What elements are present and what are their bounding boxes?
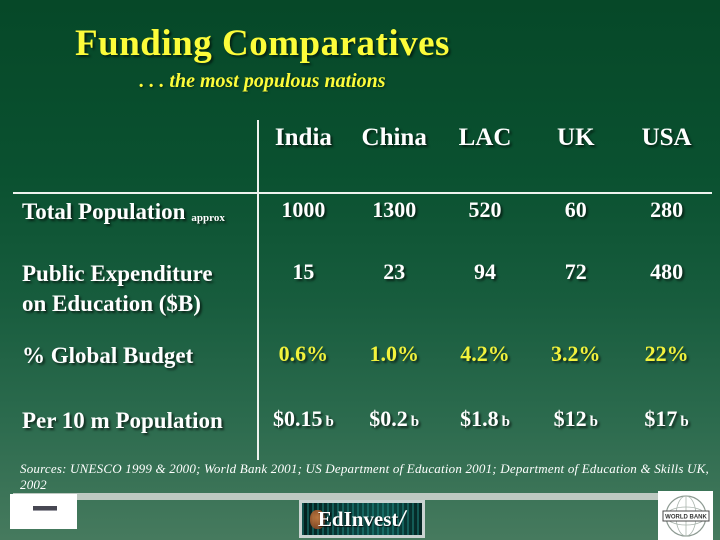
svg-text:WORLD BANK: WORLD BANK (665, 514, 707, 520)
cell-value: 1300 (372, 197, 417, 222)
column-header-uk: UK (557, 124, 595, 151)
cell-value: $17 (644, 406, 678, 431)
slide-title: Funding Comparatives (75, 23, 450, 64)
cell-value: 480 (650, 259, 684, 284)
table-cell: 480 (621, 259, 712, 285)
table-row-total-population: Total Population approx 1000 1300 520 60 … (12, 197, 712, 227)
edinvest-logo-slash: / (397, 505, 408, 532)
small-logo (10, 494, 77, 529)
table-cell: $1.8 b (440, 406, 531, 432)
cell-value: 1.0% (369, 341, 419, 366)
table-cell: 72 (530, 259, 621, 285)
cell-value: 72 (564, 259, 587, 284)
cell-value: 23 (383, 259, 406, 284)
cell-value: $1.8 (460, 406, 499, 431)
cell-unit: b (589, 414, 598, 430)
cell-unit: b (680, 414, 689, 430)
row-label-global-budget: % Global Budget (22, 343, 194, 368)
row-label-per-10m-population: Per 10 m Population (22, 408, 223, 433)
table-cell: 1000 (258, 197, 349, 223)
row-label-text: Total Population (22, 199, 186, 224)
slide-subtitle: . . . the most populous nations (139, 69, 386, 92)
column-header-usa: USA (641, 124, 692, 151)
edinvest-logo-text: EdInvest (317, 506, 399, 531)
table-cell: $0.2 b (349, 406, 440, 432)
table-header-row: India China LAC UK USA (12, 124, 712, 152)
table-cell: 22% (621, 341, 712, 367)
table-cell: $17 b (621, 406, 712, 432)
table-cell: 23 (349, 259, 440, 285)
worldbank-logo: WORLD BANK (658, 491, 713, 540)
footer-divider-bar (13, 493, 712, 500)
table-cell: 60 (530, 197, 621, 223)
cell-value: $0.15 (272, 406, 323, 431)
table-cell: 0.6% (258, 341, 349, 367)
sources-text: Sources: UNESCO 1999 & 2000; World Bank … (20, 461, 709, 492)
table-cell: 1300 (349, 197, 440, 223)
table-vertical-divider (257, 120, 259, 460)
edinvest-logo-face (310, 510, 325, 529)
cell-value: 94 (473, 259, 496, 284)
row-label-total-population: Total Population approx (12, 197, 258, 227)
cell-value: 3.2% (551, 341, 601, 366)
cell-value: $12 (553, 406, 587, 431)
cell-value: $0.2 (369, 406, 408, 431)
table-cell: 280 (621, 197, 712, 223)
table-cell: 3.2% (530, 341, 621, 367)
cell-value: 280 (650, 197, 684, 222)
cell-unit: b (501, 414, 510, 430)
table-cell: $12 b (530, 406, 621, 432)
cell-value: 4.2% (460, 341, 510, 366)
table-cell: 520 (440, 197, 531, 223)
title-block: Funding Comparatives . . . the most popu… (0, 23, 525, 93)
row-label-note: approx (191, 212, 225, 224)
cell-value: 22% (644, 341, 689, 366)
cell-value: 0.6% (278, 341, 329, 366)
table-cell: 94 (440, 259, 531, 285)
cell-value: 15 (292, 259, 315, 284)
table-row-public-expenditure: Public Expenditure on Education ($B) 15 … (12, 259, 712, 319)
table-cell: 15 (258, 259, 349, 285)
worldbank-seal-icon: WORLD BANK (662, 494, 709, 537)
cell-unit: b (325, 414, 334, 430)
column-header-lac: LAC (458, 124, 512, 151)
small-logo-mark (33, 506, 57, 511)
cell-value: 520 (468, 197, 502, 222)
edinvest-logo: EdInvest / (299, 500, 425, 538)
table-row-global-budget: % Global Budget 0.6% 1.0% 4.2% 3.2% 22% (12, 341, 712, 371)
table-cell: 1.0% (349, 341, 440, 367)
table-row-per-10m-population: Per 10 m Population $0.15 b $0.2 b $1.8 b $… (12, 406, 712, 436)
column-header-india: India (274, 124, 332, 151)
cell-unit: b (410, 414, 420, 430)
cell-value: 60 (564, 197, 587, 222)
row-label-public-expenditure: Public Expenditure on Education ($B) (22, 261, 213, 316)
table-cell: $0.15 b (258, 406, 349, 432)
table-horizontal-divider (13, 192, 712, 194)
table-cell: 4.2% (440, 341, 531, 367)
column-header-china: China (361, 124, 427, 151)
cell-value: 1000 (281, 197, 326, 222)
